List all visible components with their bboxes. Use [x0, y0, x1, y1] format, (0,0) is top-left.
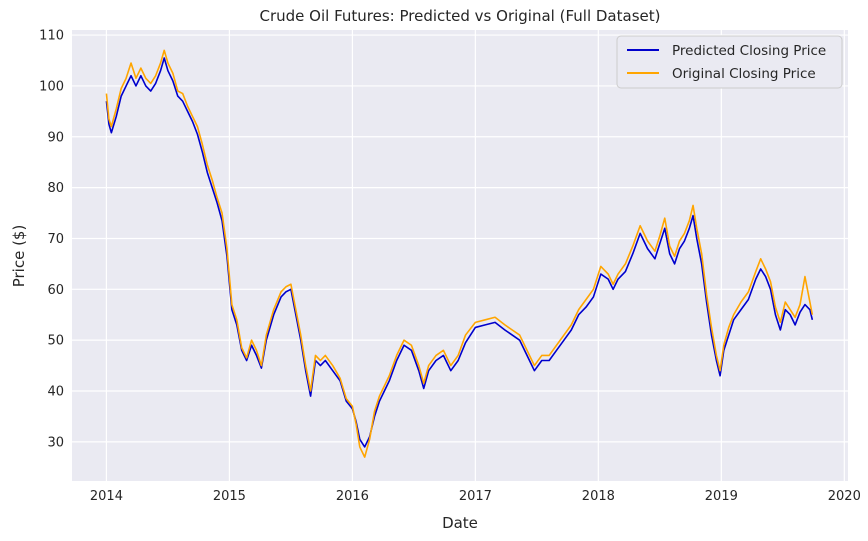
y-tick-label: 110 [39, 29, 64, 44]
plot-area [72, 30, 848, 481]
y-tick-label: 80 [47, 181, 64, 196]
y-axis-label: Price ($) [10, 225, 28, 288]
x-tick-label: 2014 [90, 489, 123, 504]
series-line-predicted [105, 57, 814, 448]
tick-labels: 30 40 50 60 70 80 90 100 110 2014 2015 2016 2017 2018… [39, 29, 861, 504]
chart-title: Crude Oil Futures: Predicted vs Original… [260, 7, 661, 25]
y-tick-label: 40 [47, 385, 64, 400]
y-tick-label: 60 [47, 283, 64, 298]
grid [72, 30, 848, 481]
y-tick-label: 100 [39, 79, 64, 94]
legend-label-original: Original Closing Price [672, 66, 816, 82]
y-tick-label: 50 [47, 334, 64, 349]
x-tick-label: 2015 [213, 489, 246, 504]
legend-box [616, 35, 843, 89]
y-tick-label: 30 [47, 435, 64, 450]
x-tick-label: 2017 [459, 489, 492, 504]
legend: Predicted Closing Price Original Closing… [616, 35, 843, 89]
x-axis-label: Date [442, 514, 478, 532]
x-tick-label: 2016 [336, 489, 369, 504]
x-tick-label: 2018 [582, 489, 615, 504]
series-line-original [105, 49, 814, 458]
y-tick-label: 90 [47, 130, 64, 145]
x-tick-label: 2019 [705, 489, 738, 504]
y-tick-label: 70 [47, 232, 64, 247]
series-layer [105, 49, 814, 458]
legend-label-predicted: Predicted Closing Price [672, 43, 826, 59]
x-tick-label: 2020 [828, 489, 861, 504]
